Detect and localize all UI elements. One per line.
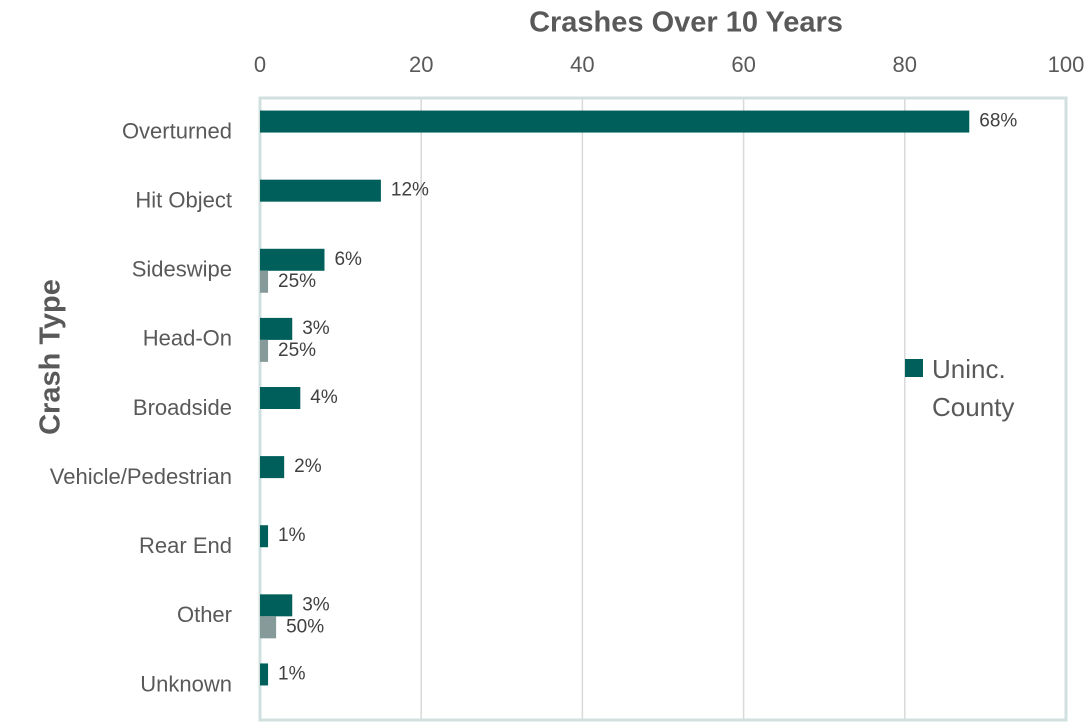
data-label: 2% (294, 456, 322, 477)
x-tick-label: 80 (893, 52, 917, 77)
bar (260, 248, 325, 271)
bar (260, 179, 381, 202)
x-tick-label: 0 (254, 52, 266, 77)
y-tick-label: Head-On (143, 326, 232, 351)
bar (260, 525, 269, 548)
y-tick-label: Vehicle/Pedestrian (50, 464, 232, 489)
x-tick-label: 60 (731, 52, 755, 77)
data-label: 3% (302, 594, 330, 615)
x-axis-title: Crashes Over 10 Years (529, 7, 843, 39)
y-tick-label: Other (177, 602, 232, 627)
y-tick-label: Overturned (122, 118, 232, 143)
bar (260, 387, 301, 409)
data-label: 25% (278, 340, 316, 361)
data-label: 1% (278, 663, 306, 684)
bar (260, 317, 293, 340)
data-label: 12% (391, 180, 429, 201)
y-tick-label: Sideswipe (132, 257, 232, 282)
data-label: 6% (334, 249, 362, 270)
legend-swatch (905, 359, 923, 377)
y-tick-label: Hit Object (135, 187, 232, 212)
bar (260, 270, 269, 293)
bar (260, 594, 293, 617)
x-tick-label: 20 (409, 52, 433, 77)
data-label: 3% (302, 318, 330, 339)
data-label: 4% (310, 387, 338, 408)
bar (260, 616, 277, 639)
data-label: 68% (979, 111, 1017, 132)
y-tick-label: Rear End (139, 533, 232, 558)
bar (260, 339, 269, 362)
data-label: 50% (286, 616, 324, 637)
y-tick-label: Unknown (140, 671, 232, 696)
bar (260, 456, 285, 479)
data-label: 1% (278, 525, 306, 546)
bar (260, 110, 970, 133)
data-label: 25% (278, 271, 316, 292)
x-tick-label: 40 (570, 52, 594, 77)
bar (260, 663, 269, 686)
x-tick-label: 100 (1048, 52, 1085, 77)
legend-label: Uninc. County (932, 354, 1015, 422)
y-axis-title: Crash Type (35, 279, 67, 435)
y-tick-label: Broadside (133, 395, 232, 420)
